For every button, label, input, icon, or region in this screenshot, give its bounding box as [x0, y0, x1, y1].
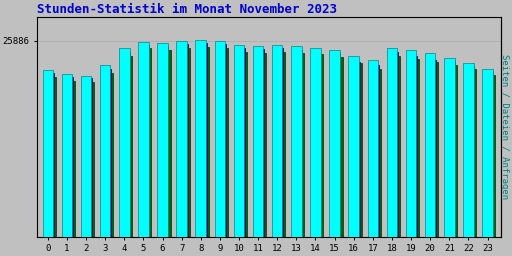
Bar — [463, 63, 474, 237]
Bar — [110, 73, 113, 237]
Bar — [406, 49, 416, 237]
Bar — [318, 58, 322, 237]
Bar — [42, 70, 53, 237]
Bar — [261, 49, 264, 237]
Bar — [414, 56, 417, 237]
Bar — [377, 69, 381, 237]
Bar — [89, 78, 92, 237]
Bar — [186, 48, 189, 237]
Bar — [72, 81, 75, 237]
Bar — [176, 41, 187, 237]
Bar — [263, 52, 266, 237]
Bar — [454, 65, 457, 237]
Bar — [301, 53, 304, 237]
Bar — [482, 69, 493, 237]
Bar — [396, 56, 400, 237]
Bar — [215, 41, 225, 237]
Bar — [433, 60, 436, 237]
Bar — [299, 49, 302, 237]
Bar — [310, 48, 321, 237]
Bar — [108, 69, 111, 237]
Bar — [349, 56, 359, 237]
Bar — [282, 52, 285, 237]
Y-axis label: Seiten / Dateien / Anfragen: Seiten / Dateien / Anfragen — [500, 54, 509, 199]
Bar — [339, 57, 343, 237]
Bar — [224, 48, 228, 237]
Bar — [356, 62, 359, 237]
Bar — [81, 76, 91, 237]
Bar — [167, 49, 170, 237]
Bar — [387, 48, 397, 237]
Text: Stunden-Statistik im Monat November 2023: Stunden-Statistik im Monat November 2023 — [37, 3, 337, 16]
Bar — [492, 74, 496, 237]
Bar — [70, 77, 73, 237]
Bar — [416, 59, 419, 237]
Bar — [280, 48, 283, 237]
Bar — [291, 47, 302, 237]
Bar — [320, 54, 324, 237]
Bar — [368, 60, 378, 237]
Bar — [375, 66, 379, 237]
Bar — [244, 52, 247, 237]
Bar — [100, 66, 111, 237]
Bar — [127, 52, 130, 237]
Bar — [129, 56, 132, 237]
Bar — [329, 50, 340, 237]
Bar — [242, 48, 245, 237]
Bar — [435, 62, 438, 237]
Bar — [157, 43, 168, 237]
Bar — [473, 69, 476, 237]
Bar — [444, 58, 455, 237]
Bar — [425, 52, 435, 237]
Bar — [91, 82, 94, 237]
Bar — [337, 53, 340, 237]
Bar — [148, 48, 152, 237]
Bar — [138, 42, 148, 237]
Bar — [222, 44, 226, 237]
Bar — [146, 45, 150, 237]
Bar — [253, 46, 263, 237]
Bar — [233, 45, 244, 237]
Bar — [184, 44, 187, 237]
Bar — [119, 48, 130, 237]
Bar — [490, 71, 494, 237]
Bar — [165, 46, 168, 237]
Bar — [50, 73, 54, 237]
Bar — [272, 45, 283, 237]
Bar — [52, 77, 56, 237]
Bar — [394, 52, 398, 237]
Bar — [203, 44, 207, 237]
Bar — [61, 74, 72, 237]
Bar — [358, 63, 361, 237]
Bar — [471, 66, 474, 237]
Bar — [452, 61, 455, 237]
Bar — [205, 47, 209, 237]
Bar — [196, 40, 206, 237]
